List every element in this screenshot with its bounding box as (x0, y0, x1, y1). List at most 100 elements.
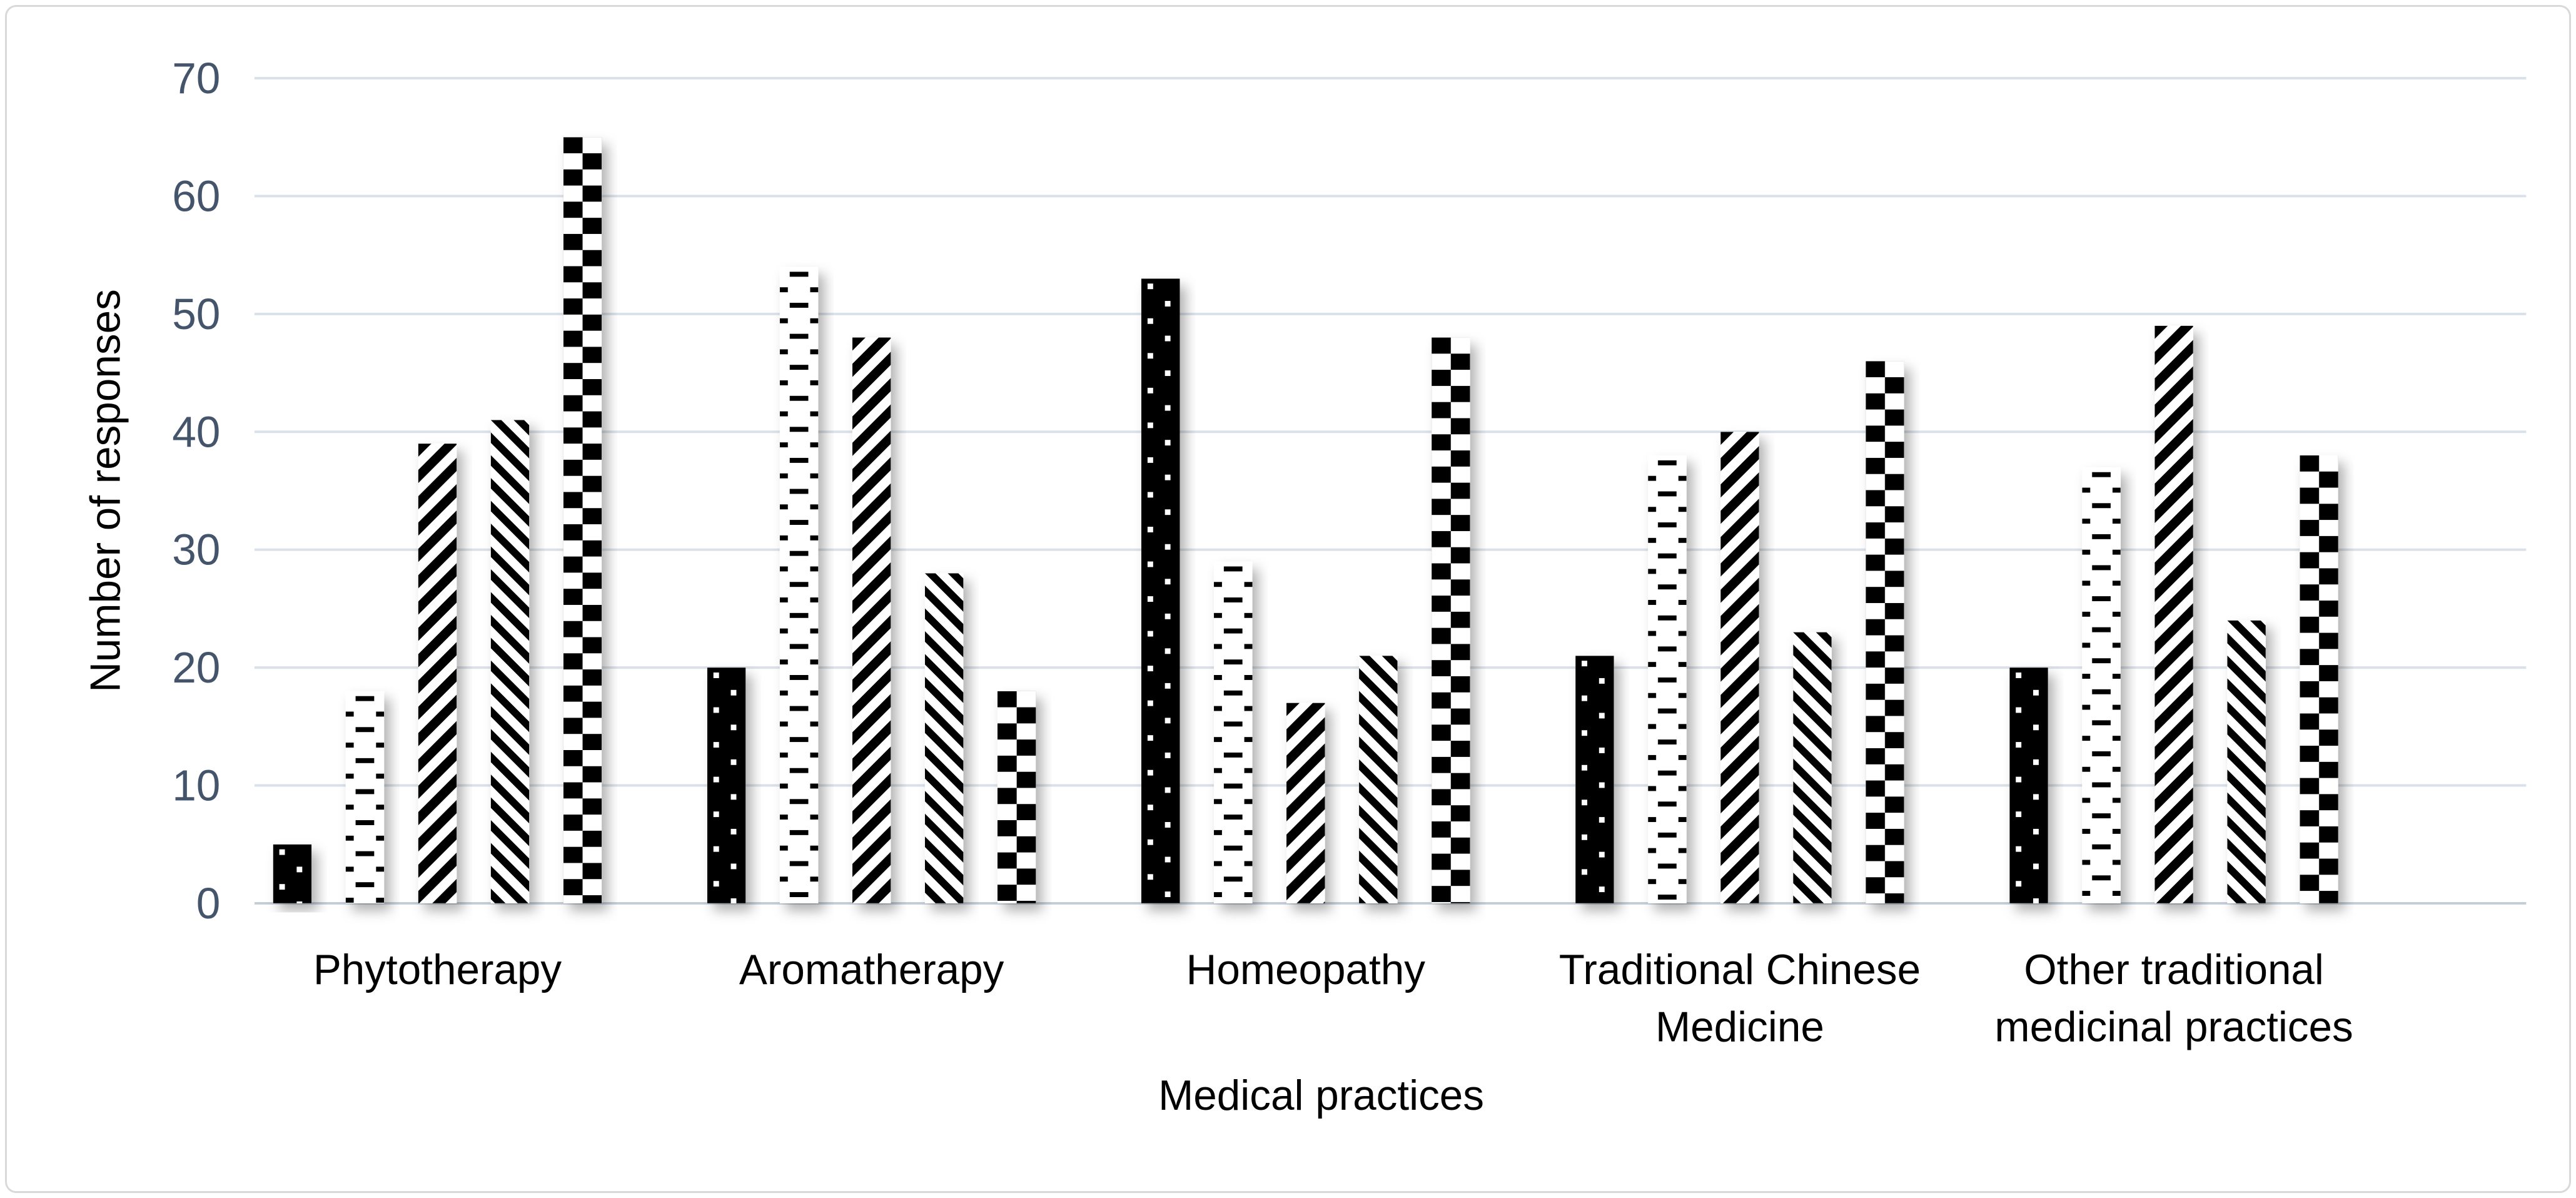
bar-pattern-rect (1141, 278, 1180, 903)
y-axis-title: Number of responses (82, 289, 129, 693)
bar (924, 573, 964, 903)
bar (1432, 337, 1470, 903)
bar-pattern-fill (490, 420, 530, 903)
bar-pattern-rect (852, 337, 891, 903)
x-axis-category-labels: Phytotherapy Aromatherapy Homeopathy Tradit… (313, 947, 2353, 1050)
category-label: Phytotherapy (313, 947, 562, 993)
bar (1648, 455, 1687, 903)
bar (997, 691, 1036, 903)
y-tick-label: 40 (172, 407, 220, 456)
y-tick-label: 70 (172, 54, 220, 103)
bar (490, 420, 530, 903)
bar-pattern-rect (1214, 561, 1253, 903)
bar-pattern-fill (563, 137, 602, 903)
bar-pattern-rect (1575, 656, 1614, 903)
bar-pattern-fill (1286, 703, 1325, 903)
bar-pattern-rect (2082, 467, 2121, 903)
bar-pattern-fill (1141, 278, 1180, 903)
bar-pattern-fill (2227, 620, 2266, 903)
bar (2082, 467, 2121, 903)
y-tick-label: 50 (172, 290, 220, 338)
bar-pattern-rect (1432, 337, 1470, 903)
bar-pattern-rect (563, 137, 602, 903)
category-label-line: Other traditional (2024, 947, 2324, 993)
bar-pattern-rect (924, 573, 964, 903)
bar-pattern-fill (1214, 561, 1253, 903)
bar-pattern-fill (2082, 467, 2121, 903)
bar-pattern-rect (1720, 432, 1759, 903)
category-label-line: Homeopathy (1186, 947, 1426, 993)
bar-pattern-rect (707, 668, 746, 903)
bar-pattern-rect (2227, 620, 2266, 903)
bar (1359, 656, 1398, 903)
bar-pattern-fill (779, 267, 819, 903)
bar-pattern-fill (1793, 632, 1832, 903)
category-label-line: medicinal practices (1994, 1003, 2353, 1050)
bar-pattern-fill (2009, 668, 2048, 903)
bar-pattern-fill (1575, 656, 1614, 903)
bar-pattern-rect (1648, 455, 1687, 903)
y-axis-tick-labels: 0 10 20 30 40 50 60 70 (172, 54, 220, 928)
bar-pattern-rect (1793, 632, 1832, 903)
bar-pattern-fill (997, 691, 1036, 903)
bar (707, 668, 746, 903)
y-tick-label: 0 (196, 879, 221, 928)
bar-pattern-fill (1648, 455, 1687, 903)
category-label: Traditional Chinese Medicine (1559, 947, 1921, 1050)
bar-pattern-rect (345, 691, 385, 903)
bar-pattern-rect (2154, 325, 2193, 903)
bar (779, 267, 819, 903)
category-label: Aromatherapy (739, 947, 1004, 993)
category-label-line: Traditional Chinese (1559, 947, 1921, 993)
bar-pattern-fill (273, 844, 312, 903)
figure: 0 10 20 30 40 50 60 70 Phytotherapy Aromatherapy… (5, 5, 2571, 1193)
x-axis-title: Medical practices (1158, 1072, 1484, 1119)
bar-pattern-fill (1359, 656, 1398, 903)
bar (2009, 668, 2048, 903)
bar (1286, 703, 1325, 903)
bar (273, 844, 312, 903)
bar-pattern-fill (2154, 325, 2193, 903)
y-tick-label: 10 (172, 761, 220, 810)
bar-pattern-rect (1286, 703, 1325, 903)
bar-pattern-rect (490, 420, 530, 903)
chart-canvas: 0 10 20 30 40 50 60 70 Phytotherapy Aromatherapy… (82, 54, 2527, 1119)
bar (418, 444, 457, 903)
bar-pattern-fill (707, 668, 746, 903)
bar (1214, 561, 1253, 903)
bar (2300, 455, 2338, 903)
bar-pattern-fill (418, 444, 457, 903)
category-label-line: Phytotherapy (313, 947, 562, 993)
category-label: Other traditional medicinal practices (1994, 947, 2353, 1050)
bar-pattern-fill (2300, 455, 2338, 903)
bar (2227, 620, 2266, 903)
bar-pattern-rect (1866, 361, 1904, 903)
bar-pattern-fill (345, 691, 385, 903)
bar (1793, 632, 1832, 903)
bar (2154, 325, 2193, 903)
category-label: Homeopathy (1186, 947, 1426, 993)
y-tick-label: 60 (172, 171, 220, 220)
bar (852, 337, 891, 903)
y-tick-label: 20 (172, 643, 220, 692)
bar-pattern-fill (1432, 337, 1470, 903)
bar-pattern-rect (779, 267, 819, 903)
bar (563, 137, 602, 903)
bar-pattern-fill (924, 573, 964, 903)
y-tick-label: 30 (172, 525, 220, 574)
bar-pattern-rect (1359, 656, 1398, 903)
bar-pattern-rect (2009, 668, 2048, 903)
category-label-line: Medicine (1655, 1003, 1824, 1050)
bar-pattern-fill (1720, 432, 1759, 903)
bar-pattern-fill (852, 337, 891, 903)
bar-pattern-rect (273, 844, 312, 903)
bar-pattern-rect (418, 444, 457, 903)
bar-pattern-fill (1866, 361, 1904, 903)
bar (1720, 432, 1759, 903)
bar-series (273, 137, 2338, 903)
bar (1575, 656, 1614, 903)
bar-pattern-rect (997, 691, 1036, 903)
bar (1141, 278, 1180, 903)
category-label-line: Aromatherapy (739, 947, 1004, 993)
bar-pattern-rect (2300, 455, 2338, 903)
